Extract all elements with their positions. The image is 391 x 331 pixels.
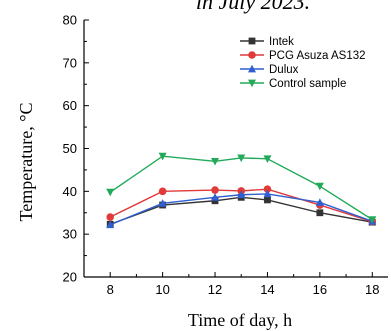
y-tick-label: 60: [63, 98, 77, 113]
data-point-pcg-asuza-as132: [106, 213, 115, 221]
data-point-control-sample: [106, 188, 115, 197]
data-point-control-sample: [211, 157, 220, 166]
data-point-pcg-asuza-as132: [211, 186, 219, 194]
legend-marker-control-sample: [248, 79, 256, 88]
series-line-intek: [109, 196, 373, 225]
x-tick-label: 10: [155, 282, 169, 297]
legend-marker-intek: [248, 37, 256, 45]
y-tick-label: 40: [63, 184, 77, 199]
data-point-control-sample: [263, 155, 272, 163]
y-axis-label: Temperature, °C: [16, 103, 36, 222]
data-point-pcg-asuza-as132: [158, 187, 167, 196]
y-tick-label: 20: [63, 270, 77, 285]
data-point-dulux: [158, 199, 167, 207]
x-tick-label: 16: [313, 282, 327, 297]
x-tick-label: 18: [365, 282, 379, 297]
data-point-dulux: [211, 193, 220, 201]
legend-label-dulux: Dulux: [269, 64, 299, 76]
data-point-intek: [211, 197, 219, 205]
data-point-dulux: [237, 190, 246, 199]
legend-label-intek: Intek: [269, 36, 294, 48]
data-point-control-sample: [315, 182, 324, 191]
x-tick-label: 12: [208, 282, 222, 297]
data-point-control-sample: [368, 216, 377, 224]
legend-marker-dulux: [248, 64, 256, 73]
data-point-pcg-asuza-as132: [263, 185, 272, 193]
data-point-dulux: [315, 198, 324, 206]
data-point-control-sample: [158, 152, 167, 161]
y-tick-label: 30: [63, 227, 77, 242]
y-tick-label: 50: [63, 141, 77, 156]
y-tick-label: 80: [63, 13, 77, 28]
chart-title: in July 2023.: [196, 0, 310, 14]
legend-label-pcg-asuza-as132: PCG Asuza AS132: [269, 50, 366, 62]
data-point-dulux: [263, 189, 272, 198]
data-point-control-sample: [237, 154, 246, 163]
data-point-intek: [264, 196, 271, 204]
legend-marker-pcg-asuza-as132: [248, 51, 256, 59]
plot-area: 20 30 40 50 60 70 80 8 10 12 14 16 18: [63, 13, 388, 297]
y-tick-label: 70: [63, 55, 77, 70]
x-tick-label: 14: [260, 282, 274, 297]
x-tick-label: 8: [107, 282, 114, 297]
legend: Intek PCG Asuza AS132 Dulux Control sample: [240, 36, 366, 90]
data-point-dulux: [106, 220, 115, 229]
x-axis-label: Time of day, h: [188, 310, 292, 330]
legend-label-control-sample: Control sample: [269, 78, 346, 90]
data-point-intek: [316, 209, 324, 217]
